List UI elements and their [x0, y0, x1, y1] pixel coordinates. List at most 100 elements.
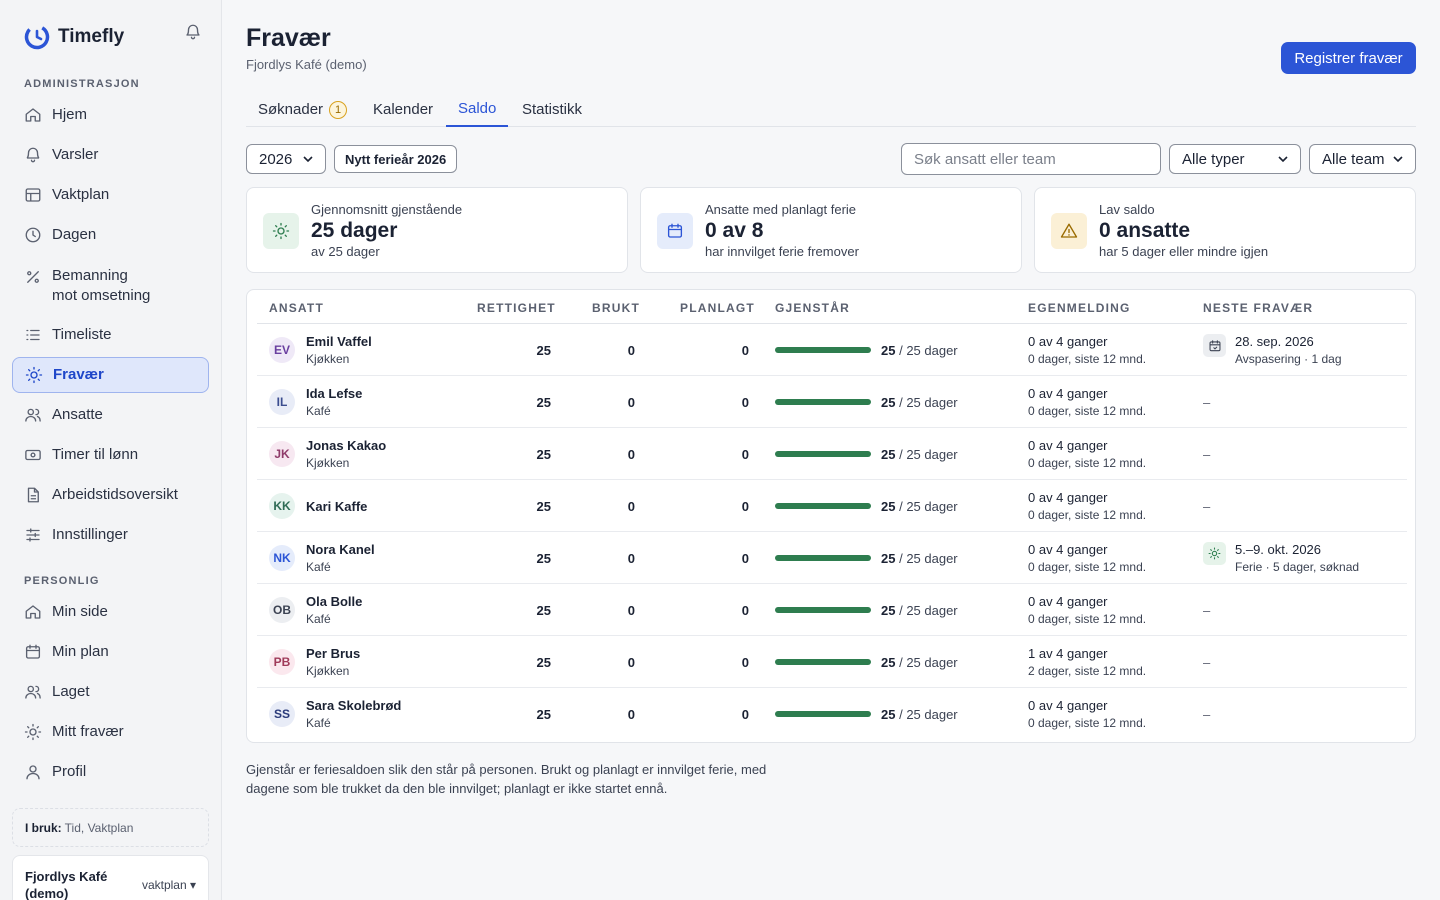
organization-switcher[interactable]: Fjordlys Kafé (demo) vaktplan ▾ — [12, 855, 209, 900]
employee-name[interactable]: Kari Kaffe — [306, 499, 368, 514]
table-row[interactable]: EV Emil Vaffel Kjøkken 25 0 0 25 / 25 dager 0 a… — [257, 324, 1407, 376]
sidebar-item-label: Bemanning mot omsetning — [52, 267, 151, 304]
sidebar-item-dagen[interactable]: Dagen — [12, 217, 209, 253]
in-use-label: I bruk: — [25, 820, 62, 835]
sidebar-item-innstillinger[interactable]: Innstillinger — [12, 517, 209, 553]
self-certification-count: 0 av 4 ganger — [1028, 386, 1108, 401]
sidebar-item-vaktplan[interactable]: Vaktplan — [12, 177, 209, 213]
team-filter-select[interactable]: Alle team — [1309, 144, 1416, 174]
employee-name[interactable]: Jonas Kakao — [306, 438, 387, 453]
org-plan[interactable]: vaktplan ▾ — [141, 878, 196, 892]
brand[interactable]: Timefly — [24, 24, 124, 50]
self-certification-days: 0 dager, siste 12 mnd. — [1028, 352, 1147, 366]
table-row[interactable]: JK Jonas Kakao Kjøkken 25 0 0 25 / 25 dager 0 a… — [257, 428, 1407, 480]
sidebar-item-min-plan[interactable]: Min plan — [12, 634, 209, 670]
sidebar-item-label: Mitt fravær — [52, 723, 124, 740]
sidebar-item-fravaer[interactable]: Fravær — [12, 357, 209, 393]
sidebar-item-min-side[interactable]: Min side — [12, 594, 209, 630]
org-name: Fjordlys Kafé (demo) — [25, 869, 108, 900]
column-header-brukt[interactable]: BRUKT — [592, 301, 640, 315]
employee-name[interactable]: Ola Bolle — [306, 594, 363, 609]
table-row[interactable]: NK Nora Kanel Kafé 25 0 0 25 / 25 dager 0 av 4 … — [257, 532, 1407, 584]
remaining-progress-bar — [775, 555, 871, 561]
users-icon — [25, 408, 41, 422]
employee-name[interactable]: Nora Kanel — [306, 542, 375, 557]
sidebar-item-timer-til-lonn[interactable]: Timer til lønn — [12, 437, 209, 473]
remaining-progress-bar — [775, 607, 871, 613]
employee-name[interactable]: Sara Skolebrød — [306, 698, 402, 713]
remaining-of: / 25 dager — [899, 343, 958, 358]
sidebar-item-hjem[interactable]: Hjem — [12, 97, 209, 133]
self-certification-days: 2 dager, siste 12 mnd. — [1028, 664, 1147, 678]
remaining-of: / 25 dager — [899, 395, 958, 410]
new-holiday-year-button[interactable]: Nytt ferieår 2026 — [334, 145, 458, 173]
column-header-planlagt[interactable]: PLANLAGT — [680, 301, 755, 315]
tab-kalender[interactable]: Kalender — [361, 92, 445, 127]
table-row[interactable]: OB Ola Bolle Kafé 25 0 0 25 / 25 dager 0 av 4 g… — [257, 584, 1407, 636]
type-filter-select[interactable]: Alle typer — [1169, 144, 1301, 174]
sidebar-item-ansatte[interactable]: Ansatte — [12, 397, 209, 433]
sidebar-item-arbeidstidsoversikt[interactable]: Arbeidstidsoversikt — [12, 477, 209, 513]
remaining-progress-bar — [775, 659, 871, 665]
tab-label: Saldo — [458, 100, 497, 117]
column-header-rettighet[interactable]: RETTIGHET — [477, 301, 556, 315]
self-certification-days: 0 dager, siste 12 mnd. — [1028, 716, 1147, 730]
sidebar-item-varsler[interactable]: Varsler — [12, 137, 209, 173]
tab-label: Søknader — [258, 101, 324, 118]
entitlement-value: 25 — [536, 655, 551, 670]
employee-name[interactable]: Ida Lefse — [306, 386, 363, 401]
remaining-value: 25 — [881, 343, 896, 358]
search-input[interactable] — [901, 143, 1161, 175]
next-absence-date: 5.–9. okt. 2026 — [1235, 542, 1322, 557]
year-select-value: 2026 — [259, 150, 293, 168]
remaining-progress-bar — [775, 451, 871, 457]
remaining-of: / 25 dager — [899, 447, 958, 462]
sidebar-item-timeliste[interactable]: Timeliste — [12, 317, 209, 353]
card-value: 0 av 8 — [705, 219, 764, 242]
calendar-icon — [1203, 334, 1226, 357]
sidebar-item-label: Vaktplan — [52, 186, 110, 203]
column-header-neste-fravaer[interactable]: NESTE FRAVÆR — [1203, 301, 1314, 315]
self-certification-count: 0 av 4 ganger — [1028, 334, 1108, 349]
self-certification-days: 0 dager, siste 12 mnd. — [1028, 508, 1147, 522]
sidebar-item-laget[interactable]: Laget — [12, 674, 209, 710]
balance-table: ANSATT RETTIGHET BRUKT PLANLAGT GJENSTÅR… — [246, 289, 1416, 743]
next-absence-empty: – — [1203, 603, 1211, 618]
register-absence-button[interactable]: Registrer fravær — [1281, 42, 1416, 74]
table-row[interactable]: IL Ida Lefse Kafé 25 0 0 25 / 25 dager 0 av 4 g… — [257, 376, 1407, 428]
remaining-value: 25 — [881, 499, 896, 514]
column-header-ansatt[interactable]: ANSATT — [269, 301, 324, 315]
column-header-egenmelding[interactable]: EGENMELDING — [1028, 301, 1131, 315]
employee-name[interactable]: Per Brus — [306, 646, 361, 661]
next-absence-detail: Ferie · 5 dager, søknad — [1235, 560, 1360, 574]
remaining-text: 25 / 25 dager — [881, 499, 958, 514]
table-row[interactable]: SS Sara Skolebrød Kafé 25 0 0 25 / 25 dager 0 a… — [257, 688, 1407, 740]
tab-soknader[interactable]: Søknader 1 — [246, 92, 359, 127]
column-header-gjenstar[interactable]: GJENSTÅR — [775, 301, 850, 315]
tab-saldo[interactable]: Saldo — [446, 92, 509, 127]
sidebar-item-mitt-fravaer[interactable]: Mitt fravær — [12, 714, 209, 750]
users-icon — [25, 685, 41, 699]
card-icon-wrap — [263, 213, 299, 249]
notifications-bell-icon[interactable] — [184, 23, 202, 41]
year-select[interactable]: 2026 — [246, 144, 326, 174]
sidebar-item-bemanning[interactable]: Bemanning mot omsetning — [12, 263, 209, 307]
remaining-value: 25 — [881, 707, 896, 722]
remaining-progress-bar — [775, 711, 871, 717]
remaining-value: 25 — [881, 655, 896, 670]
next-absence-empty: – — [1203, 655, 1211, 670]
employee-name[interactable]: Emil Vaffel — [306, 334, 372, 349]
remaining-of: / 25 dager — [899, 603, 958, 618]
tab-statistikk[interactable]: Statistikk — [510, 92, 594, 127]
employee-team: Kjøkken — [306, 456, 350, 470]
remaining-value: 25 — [881, 395, 896, 410]
sidebar: Timefly ADMINISTRASJON Hjem Varsler Vakt… — [0, 0, 222, 900]
employee-team: Kafé — [306, 404, 331, 418]
tab-label: Kalender — [373, 101, 434, 118]
pending-count-badge: 1 — [329, 100, 348, 119]
sidebar-item-profil[interactable]: Profil — [12, 754, 209, 790]
planned-value: 0 — [741, 395, 749, 410]
table-row[interactable]: PB Per Brus Kjøkken 25 0 0 25 / 25 dager 1 av 4… — [257, 636, 1407, 688]
table-row[interactable]: KK Kari Kaffe 25 0 0 25 / 25 dager 0 av 4 gang… — [257, 480, 1407, 532]
used-value: 0 — [627, 499, 635, 514]
